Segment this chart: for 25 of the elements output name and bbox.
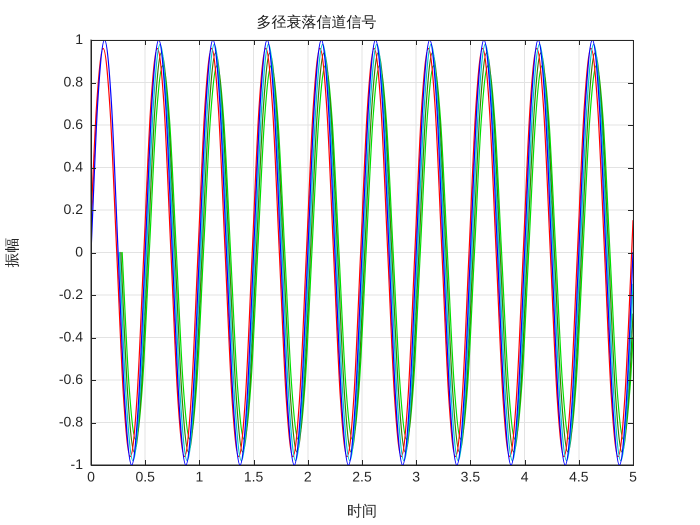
- chart-title: 多径衰落信道信号: [256, 14, 376, 32]
- y-tick-label: -0.6: [58, 370, 84, 387]
- x-tick-label: 4: [520, 468, 529, 484]
- y-tick-label: 0.6: [64, 116, 84, 132]
- y-tick-label: -0.8: [58, 413, 84, 430]
- y-axis-title: 振幅: [4, 238, 22, 268]
- x-tick-label: 5: [629, 468, 638, 484]
- y-tick-label: -0.4: [58, 328, 84, 344]
- x-tick-label: 0.5: [135, 468, 156, 484]
- y-tick-label: -1: [70, 456, 84, 472]
- x-tick-label: 1.5: [244, 468, 264, 484]
- y-tick-label: -0.2: [58, 286, 84, 302]
- x-tick-label: 4.5: [569, 468, 589, 484]
- x-tick-label: 1: [196, 468, 204, 484]
- y-tick-label: 1: [75, 30, 84, 47]
- x-tick-label: 2.5: [352, 468, 372, 484]
- x-axis-title: 时间: [347, 503, 377, 520]
- x-tick-label: 3.5: [460, 468, 480, 484]
- y-tick-label: 0.2: [64, 200, 84, 217]
- y-tick-label: 0.8: [64, 73, 84, 90]
- x-tick-label: 0: [87, 468, 96, 484]
- x-tick-label: 2: [304, 468, 312, 484]
- y-tick-label: 0.4: [64, 158, 84, 174]
- y-tick-label: 0: [75, 243, 84, 260]
- x-tick-label: 3: [412, 468, 420, 484]
